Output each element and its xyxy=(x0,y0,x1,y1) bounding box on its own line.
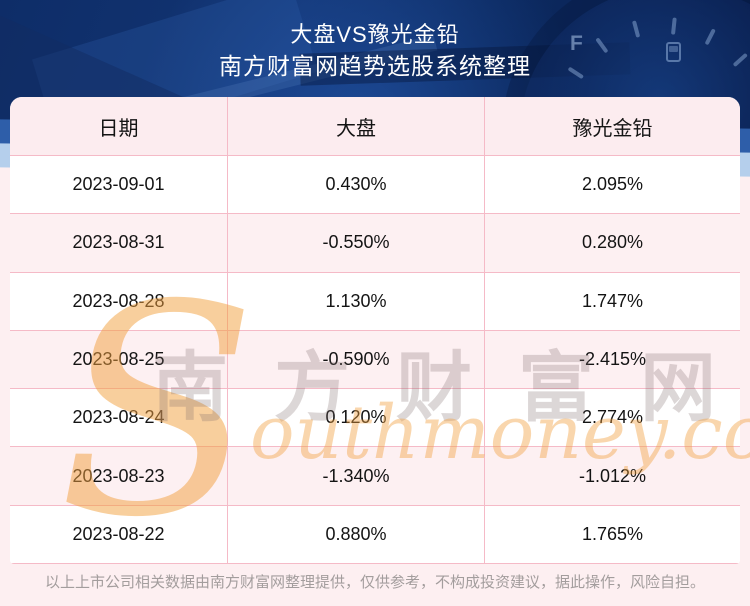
page-title: 大盘VS豫光金铅 xyxy=(290,22,460,47)
column-header-market: 大盘 xyxy=(228,97,485,155)
comparison-table: 日期 大盘 豫光金铅 2023-09-01 0.430% 2.095% 2023… xyxy=(10,97,740,564)
stock-cell: 2.095% xyxy=(581,174,644,195)
market-cell: -0.590% xyxy=(228,330,485,389)
stock-cell: 2.774% xyxy=(581,407,644,428)
market-cell: 0.880% xyxy=(228,505,485,563)
market-cell: 1.130% xyxy=(228,272,485,330)
stock-cell: 1.747% xyxy=(581,290,644,311)
date-cell: 2023-08-25 xyxy=(10,330,228,389)
market-cell: 0.120% xyxy=(228,389,485,447)
table-row: 2023-08-28 1.130% 1.747% xyxy=(10,271,740,330)
page-subtitle: 南方财富网趋势选股系统整理 xyxy=(219,53,531,79)
stock-cell: -2.415% xyxy=(578,348,647,369)
table-body: 2023-09-01 0.430% 2.095% 2023-08-31 -0.5… xyxy=(10,155,740,564)
fuel-pump-icon xyxy=(666,42,681,62)
table-header-row: 日期 大盘 豫光金铅 xyxy=(10,97,740,155)
date-cell: 2023-08-31 xyxy=(10,214,228,272)
table-row: 2023-08-31 -0.550% 0.280% xyxy=(10,213,740,272)
table-row: 2023-08-23 -1.340% -1.012% xyxy=(10,446,740,505)
date-cell: 2023-08-22 xyxy=(10,505,228,563)
stock-cell: 0.280% xyxy=(581,232,644,253)
market-cell: -1.340% xyxy=(228,447,485,505)
stock-cell: 1.765% xyxy=(581,523,644,544)
date-cell: 2023-08-24 xyxy=(10,389,228,447)
gauge-f-label: F xyxy=(570,32,583,55)
market-cell: -0.550% xyxy=(228,214,485,272)
date-cell: 2023-08-28 xyxy=(10,272,228,330)
table-row: 2023-08-24 0.120% 2.774% xyxy=(10,388,740,447)
market-cell: 0.430% xyxy=(228,156,485,214)
table-row: 2023-09-01 0.430% 2.095% xyxy=(10,155,740,214)
table-row: 2023-08-25 -0.590% -2.415% xyxy=(10,329,740,389)
date-cell: 2023-08-23 xyxy=(10,447,228,505)
table-row: 2023-08-22 0.880% 1.765% xyxy=(10,504,740,563)
stock-cell: -1.012% xyxy=(578,465,647,486)
disclaimer-text: 以上上市公司相关数据由南方财富网整理提供，仅供参考，不构成投资建议，据此操作，风… xyxy=(44,574,705,591)
column-header-date: 日期 xyxy=(10,97,228,155)
column-header-stock: 豫光金铅 xyxy=(572,117,653,140)
date-cell: 2023-09-01 xyxy=(10,156,228,214)
